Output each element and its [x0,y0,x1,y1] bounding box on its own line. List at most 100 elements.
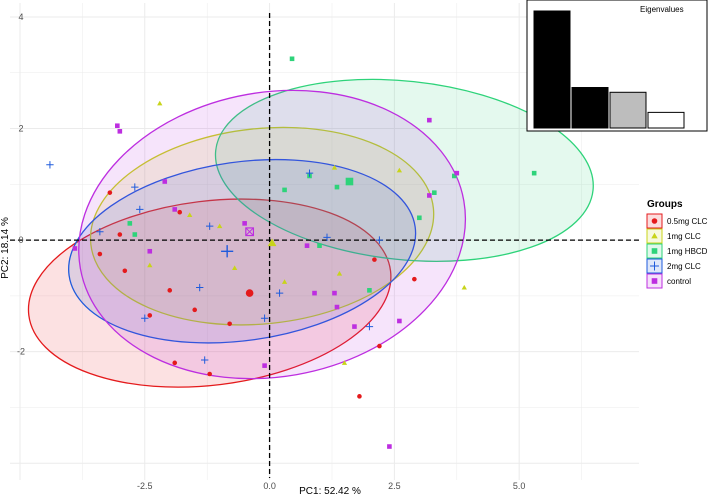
x-tick-label: 5.0 [513,481,526,491]
point-control [115,123,120,129]
legend-item-1mg-hbcd: 1mg HBCD [646,243,708,259]
legend-label: 1mg CLC [667,232,701,241]
point-2mg-clc [196,283,204,292]
legend-label: 1mg HBCD [667,247,708,256]
point-0-5mg-clc [167,288,173,293]
eigenvalue-bar [533,10,571,129]
ellipse-1mg-clc [89,126,435,326]
point-1mg-clc [187,212,193,217]
legend-item-1mg-clc: 1mg CLC [646,228,701,244]
y-tick-label: 4 [18,12,23,22]
y-tick-label: 2 [18,124,23,134]
point-control [352,324,357,329]
point-2mg-clc [46,161,54,169]
eigenvalue-bar [571,87,609,129]
legend-marker [651,232,658,239]
point-2mg-clc [136,205,144,214]
point-1mg-hbcd [334,184,340,190]
point-2mg-clc [375,236,384,244]
point-2mg-clc [305,169,314,177]
x-axis-label: PC1: 52.42 % [299,486,361,497]
point-0-5mg-clc [177,209,183,215]
point-control [72,246,78,251]
legend-marker [650,261,659,271]
ellipse-control [78,89,467,380]
y-tick-label: -2 [17,347,25,357]
point-0-5mg-clc [412,276,417,282]
point-1mg-clc [461,284,467,290]
point-2mg-clc [275,289,284,297]
point-control [334,304,340,310]
point-1mg-clc [281,279,288,284]
legend: Groups 0.5mg CLC 1mg CLC 1mg HBCD 2mg CLC co… [646,199,708,289]
group-ellipses [27,78,594,388]
point-1mg-hbcd [282,187,287,193]
point-1mg-hbcd [127,221,133,226]
legend-title: Groups [647,199,683,210]
point-control [262,363,267,368]
point-control [147,248,153,254]
centroid-2mg-clc [221,245,234,258]
point-1mg-hbcd [451,173,457,179]
y-tick-label: 0 [18,235,23,245]
eigenvalue-bar [609,91,647,129]
eigenvalue-bar [647,111,685,129]
point-1mg-clc [396,167,403,173]
point-2mg-clc [323,233,331,241]
point-0-5mg-clc [192,307,198,313]
point-control [172,207,178,212]
x-tick-labels: -2.5 0.0 2.5 5.0 [137,481,525,491]
point-1mg-hbcd [417,215,422,221]
point-2mg-clc [131,183,139,191]
ellipse-0-5mg-clc [27,198,392,388]
legend-label: 2mg CLC [667,262,701,271]
point-1mg-clc [147,262,153,268]
point-2mg-clc [365,322,374,331]
point-1mg-clc [217,223,223,229]
legend-item-0-5mg-clc: 0.5mg CLC [646,213,708,229]
point-2mg-clc [206,222,214,230]
point-1mg-clc [336,270,343,276]
point-0-5mg-clc [207,371,212,377]
centroid-1mg-hbcd [345,177,354,186]
point-control [427,117,432,123]
point-1mg-hbcd [367,288,372,293]
point-1mg-hbcd [132,232,138,237]
legend-marker [651,278,658,284]
x-tick-label: -2.5 [137,481,153,491]
point-1mg-clc [231,265,238,270]
point-0-5mg-clc [97,251,103,257]
point-1mg-clc [331,164,338,170]
point-2mg-clc [201,356,209,364]
point-2mg-clc [260,314,269,322]
inset-title: Eigenvalues [640,5,684,14]
legend-marker [651,248,658,254]
point-control [427,193,432,198]
point-control [454,170,460,176]
point-2mg-clc [96,228,104,236]
ellipse-2mg-clc [68,158,417,344]
legend-item-control: control [646,273,691,289]
point-control [387,444,392,449]
centroid-1mg-clc [267,238,277,247]
point-0-5mg-clc [117,232,123,237]
legend-marker [651,218,658,224]
point-0-5mg-clc [172,360,178,366]
gridlines [10,3,639,480]
point-0-5mg-clc [357,394,362,399]
x-tick-label: 0.0 [263,481,276,491]
data-points [46,56,537,449]
point-1mg-hbcd [432,190,437,195]
point-1mg-hbcd [289,56,295,62]
point-control [117,129,123,134]
point-1mg-hbcd [317,243,322,248]
point-0-5mg-clc [147,313,153,318]
point-control [332,290,337,296]
centroid-0-5mg-clc [245,289,254,297]
legend-label: control [667,277,691,286]
point-0-5mg-clc [107,190,113,195]
point-control [312,290,317,296]
point-0-5mg-clc [377,343,382,349]
point-2mg-clc [141,314,149,322]
